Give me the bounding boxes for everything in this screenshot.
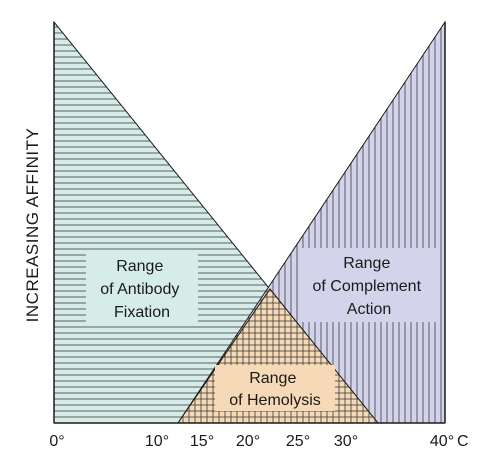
y-axis-label: INCREASING AFFINITY <box>23 128 42 323</box>
complement-action-line-1: Range <box>343 255 390 272</box>
x-tick-30: 30° <box>334 433 358 450</box>
hemolysis-line-2: of Hemolysis <box>229 392 321 409</box>
complement-action-line-2: of Complement <box>313 278 422 295</box>
antibody-fixation-line-3: Fixation <box>114 304 170 321</box>
hemolysis-label: Range of Hemolysis <box>229 370 321 409</box>
antibody-fixation-line-2: of Antibody <box>100 281 179 298</box>
x-tick-0: 0° <box>49 433 64 450</box>
x-tick-40: 40° <box>430 433 454 450</box>
x-tick-15: 15° <box>190 433 214 450</box>
complement-label-bg <box>300 248 438 322</box>
antibody-label-bg <box>86 250 198 322</box>
hemolysis-line-1: Range <box>249 370 296 387</box>
x-tick-25: 25° <box>286 433 310 450</box>
x-axis-unit: C <box>457 433 469 450</box>
x-tick-10: 10° <box>145 433 169 450</box>
complement-action-line-3: Action <box>347 301 391 318</box>
antibody-fixation-line-1: Range <box>116 258 163 275</box>
antibody-fixation-label: Range of Antibody Fixation <box>100 258 184 321</box>
hemolysis-label-bg <box>215 365 335 411</box>
complement-action-label: Range of Complement Action <box>313 255 426 318</box>
x-tick-20: 20° <box>236 433 260 450</box>
